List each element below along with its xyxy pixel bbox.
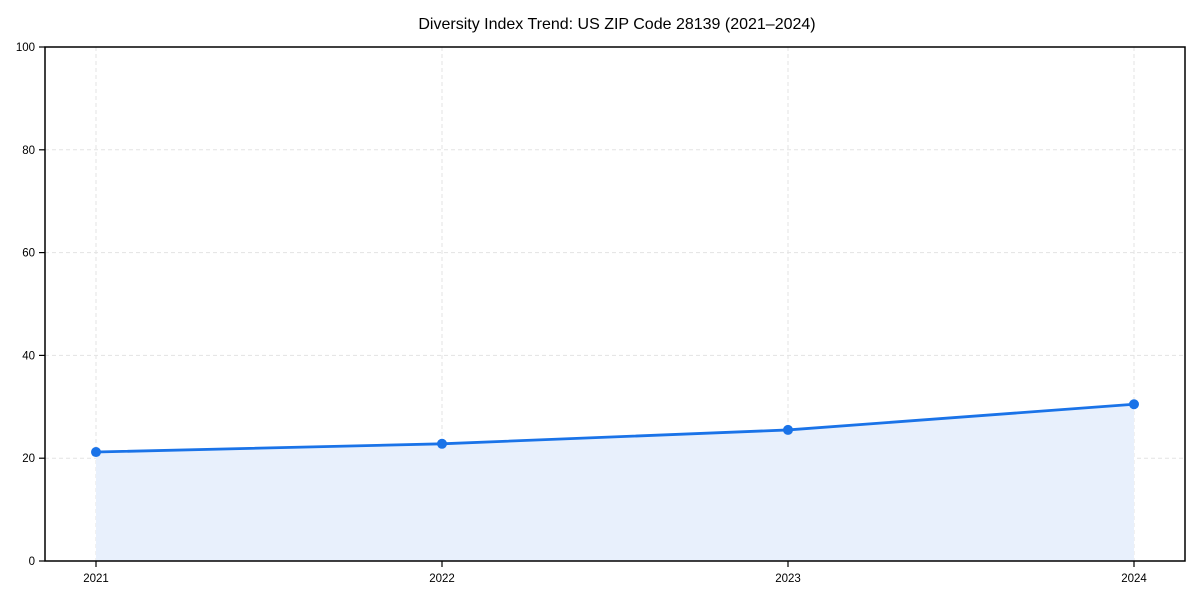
x-tick-label: 2022 [429, 573, 455, 585]
y-tick-label: 100 [16, 42, 35, 54]
x-axis-tick-labels: 2021 2022 2023 2024 [83, 573, 1147, 585]
data-point-marker [1129, 399, 1139, 410]
trend-line [94, 402, 1136, 454]
y-tick-label: 80 [22, 145, 35, 157]
trend-line-path [94, 402, 1136, 454]
data-point-marker [91, 447, 101, 458]
plot-border [44, 46, 1186, 562]
area-fill [96, 404, 1134, 561]
x-tick-label: 2023 [775, 573, 801, 585]
x-tick-label: 2021 [83, 573, 109, 585]
data-point-marker [437, 438, 447, 449]
data-point-marker [783, 424, 793, 435]
axes-spine-box [44, 46, 1186, 562]
y-tick-label: 60 [22, 248, 35, 260]
y-tick-label: 40 [22, 350, 35, 362]
data-point-markers [91, 399, 1139, 458]
y-tick-label: 0 [29, 556, 35, 568]
chart-title: Diversity Index Trend: US ZIP Code 28139… [418, 16, 815, 33]
area-fill-shape [96, 404, 1134, 561]
x-tick-label: 2024 [1121, 573, 1147, 585]
axis-ticks [39, 46, 1135, 567]
y-tick-label: 20 [22, 453, 35, 465]
y-axis-tick-labels: 0 20 40 60 80 100 [16, 42, 35, 568]
